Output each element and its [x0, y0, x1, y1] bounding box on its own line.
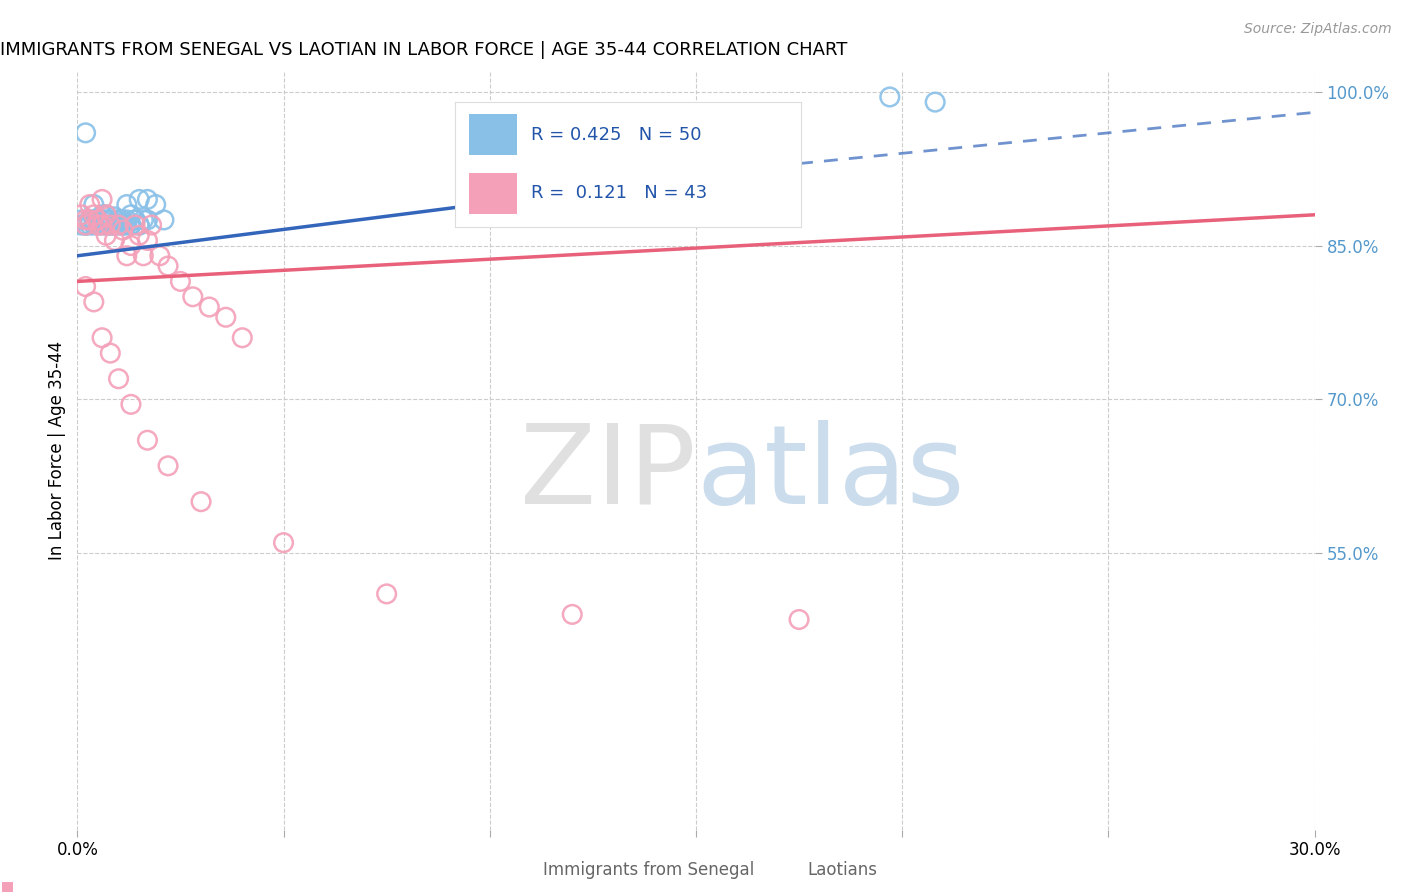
Point	[181, 290, 204, 304]
Point	[136, 213, 159, 227]
Point	[157, 259, 180, 273]
Point	[115, 218, 138, 232]
Point	[128, 218, 150, 232]
Point	[120, 397, 142, 411]
Point	[91, 218, 114, 232]
Point	[103, 210, 125, 224]
Point	[83, 218, 105, 232]
Point	[75, 218, 97, 232]
Point	[83, 197, 105, 211]
Point	[128, 193, 150, 207]
Text: IMMIGRANTS FROM SENEGAL VS LAOTIAN IN LABOR FORCE | AGE 35-44 CORRELATION CHART: IMMIGRANTS FROM SENEGAL VS LAOTIAN IN LA…	[0, 41, 848, 59]
Point	[107, 218, 129, 232]
Point	[87, 213, 110, 227]
Point	[107, 372, 129, 386]
Point	[128, 218, 150, 232]
Point	[132, 249, 155, 263]
Point	[98, 218, 121, 232]
Point	[115, 249, 138, 263]
Point	[136, 234, 159, 248]
Point	[107, 213, 129, 227]
Point	[145, 197, 167, 211]
Point	[120, 238, 142, 252]
Point	[111, 218, 134, 232]
Point	[75, 126, 97, 140]
Point	[70, 218, 93, 232]
Point	[149, 249, 172, 263]
Point	[79, 213, 101, 227]
Point	[98, 213, 121, 227]
Point	[120, 218, 142, 232]
Point	[96, 228, 118, 243]
Point	[91, 331, 114, 345]
Point	[96, 208, 118, 222]
Point	[96, 213, 118, 227]
Point	[91, 208, 114, 222]
Point	[879, 90, 901, 104]
Point	[91, 218, 114, 232]
Point	[98, 218, 121, 232]
Point	[91, 213, 114, 227]
Point	[79, 213, 101, 227]
Point	[79, 197, 101, 211]
Point	[136, 193, 159, 207]
Point	[124, 218, 146, 232]
Point	[128, 228, 150, 243]
Point	[115, 197, 138, 211]
Point	[98, 346, 121, 360]
Point	[107, 218, 129, 232]
Point	[87, 218, 110, 232]
Point	[115, 213, 138, 227]
Point	[141, 218, 163, 232]
Point	[120, 218, 142, 232]
Point	[91, 193, 114, 207]
Point	[111, 213, 134, 227]
Point	[79, 213, 101, 227]
Point	[787, 613, 810, 627]
Y-axis label: In Labor Force | Age 35-44: In Labor Force | Age 35-44	[48, 341, 66, 560]
Point	[273, 535, 295, 549]
Point	[83, 294, 105, 309]
Point	[124, 213, 146, 227]
Text: atlas: atlas	[696, 420, 965, 526]
Point	[87, 213, 110, 227]
Point	[132, 213, 155, 227]
Point	[153, 213, 176, 227]
Point	[111, 218, 134, 232]
Point	[96, 208, 118, 222]
Point	[198, 300, 221, 314]
Point	[124, 213, 146, 227]
Point	[75, 213, 97, 227]
Point	[924, 95, 946, 109]
Point	[103, 218, 125, 232]
Point	[83, 213, 105, 227]
Point	[157, 458, 180, 473]
Legend: Immigrants from Senegal, Laotians: Immigrants from Senegal, Laotians	[508, 855, 884, 886]
Point	[103, 234, 125, 248]
Point	[169, 274, 191, 288]
Point	[111, 223, 134, 237]
Point	[375, 587, 398, 601]
Point	[87, 213, 110, 227]
Point	[75, 218, 97, 232]
Point	[215, 310, 238, 325]
Point	[120, 208, 142, 222]
Point	[231, 331, 253, 345]
Point	[70, 213, 93, 227]
Point	[561, 607, 583, 622]
Point	[75, 279, 97, 293]
Point	[70, 208, 93, 222]
Point	[83, 208, 105, 222]
Point	[136, 434, 159, 448]
Point	[75, 218, 97, 232]
Point	[107, 213, 129, 227]
Point	[103, 218, 125, 232]
Text: Source: ZipAtlas.com: Source: ZipAtlas.com	[1244, 22, 1392, 37]
Point	[98, 218, 121, 232]
Point	[96, 218, 118, 232]
Point	[79, 218, 101, 232]
Text: ZIP: ZIP	[520, 420, 696, 526]
Point	[190, 494, 212, 508]
Point	[87, 218, 110, 232]
